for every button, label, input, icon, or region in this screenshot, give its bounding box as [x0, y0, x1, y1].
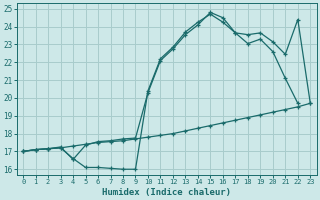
X-axis label: Humidex (Indice chaleur): Humidex (Indice chaleur) — [102, 188, 231, 197]
